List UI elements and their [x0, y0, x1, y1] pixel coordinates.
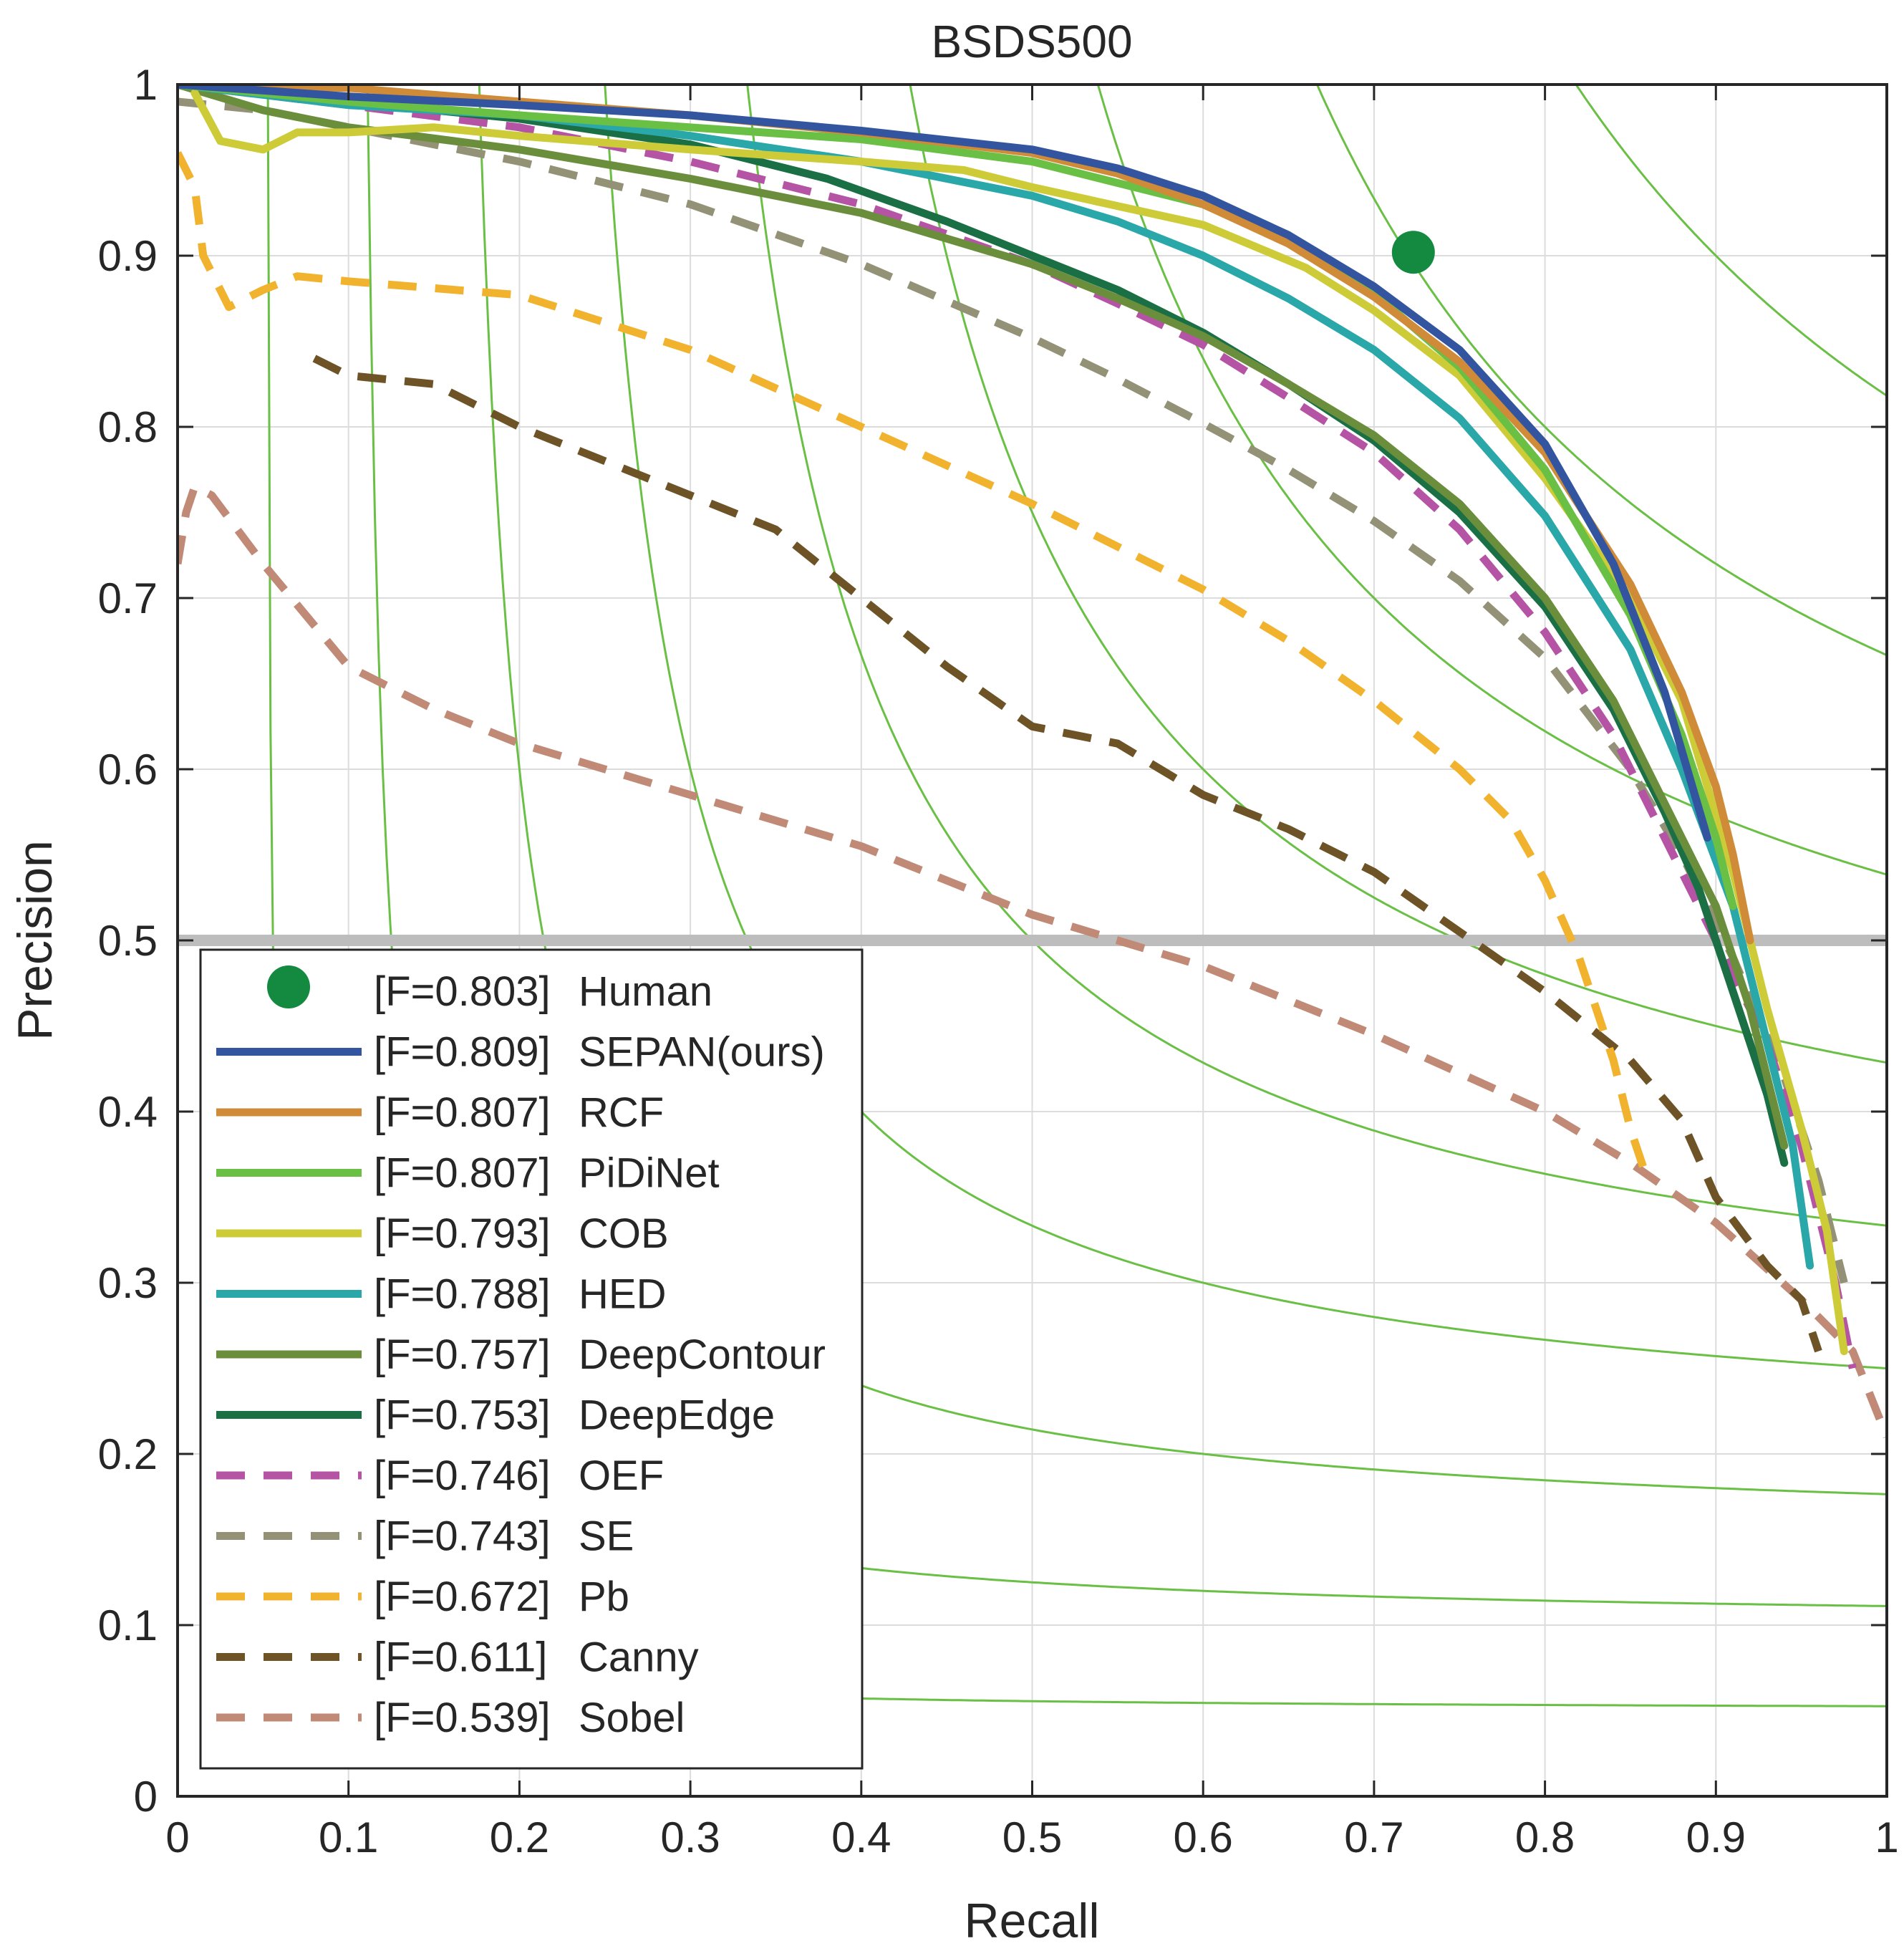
x-tick-label: 0.9 [1686, 1813, 1746, 1861]
legend-score: [F=0.803] [374, 968, 551, 1015]
series-hed [178, 85, 1814, 1270]
x-tick-label: 0.3 [660, 1813, 720, 1861]
legend-name: DeepContour [579, 1331, 826, 1378]
series-layer [178, 85, 1887, 1439]
x-tick-label: 1 [1875, 1813, 1898, 1861]
x-tick-label: 0.8 [1515, 1813, 1575, 1861]
legend-box [199, 948, 864, 1770]
y-tick-label: 0.4 [98, 1088, 158, 1136]
legend-name: SE [579, 1513, 634, 1560]
legend-name: PiDiNet [579, 1150, 720, 1197]
x-tick-label: 0 [165, 1813, 189, 1861]
chart-title: BSDS500 [931, 16, 1132, 67]
series-pb [178, 151, 1652, 1182]
legend-score: [F=0.788] [374, 1271, 551, 1318]
y-tick-label: 0.9 [98, 232, 158, 280]
legend-score: [F=0.611] [374, 1634, 547, 1681]
x-tick-label: 0.6 [1173, 1813, 1232, 1861]
x-tick-label: 0.5 [1002, 1813, 1062, 1861]
x-tick-label: 0.7 [1344, 1813, 1403, 1861]
iso-f-curve-0.8 [1315, 85, 1887, 657]
legend-score: [F=0.807] [374, 1089, 551, 1136]
legend-name: COB [579, 1210, 669, 1257]
legend-score: [F=0.753] [374, 1392, 551, 1439]
series-deepcontour [178, 85, 1789, 1150]
iso-f-curve-0.4 [604, 85, 1887, 1369]
y-tick-label: 0.2 [98, 1430, 158, 1478]
y-tick-label: 1 [134, 61, 158, 109]
x-tick-label: 0.1 [319, 1813, 378, 1861]
legend-score: [F=0.746] [374, 1452, 551, 1499]
legend-name: Pb [579, 1574, 629, 1620]
y-tick-label: 0.5 [98, 917, 158, 965]
y-tick-label: 0 [134, 1773, 158, 1821]
iso-f-curve-0.6 [909, 85, 1887, 1064]
legend-score: [F=0.672] [374, 1574, 551, 1620]
y-tick-label: 0.7 [98, 574, 158, 622]
x-tick-label: 0.2 [490, 1813, 549, 1861]
y-tick-label: 0.6 [98, 746, 158, 794]
legend-name: Canny [579, 1634, 699, 1681]
legend-name: OEF [579, 1452, 664, 1499]
x-tick-label: 0.4 [831, 1813, 891, 1861]
legend: [F=0.803] Human [F=0.809] SEPAN(ours) [F=0.8… [199, 948, 864, 1770]
legend-name: Human [579, 968, 712, 1015]
legend-name: Sobel [579, 1695, 685, 1741]
legend-score: [F=0.793] [374, 1210, 551, 1257]
legend-marker-human [267, 965, 310, 1008]
axis-ticks: 0 0.1 0.2 0.3 0.4 0.5 0.6 0.7 0.8 0.9 1 0 0.1 0.2 0.3 0… [98, 61, 1899, 1861]
series-canny [312, 355, 1822, 1353]
y-axis-label: Precision [8, 840, 62, 1041]
series-sepan-ours- [178, 85, 1711, 842]
legend-name: RCF [579, 1089, 664, 1136]
series-sobel [178, 483, 1887, 1439]
legend-score: [F=0.809] [374, 1029, 551, 1076]
legend-name: SEPAN(ours) [579, 1029, 825, 1076]
y-tick-label: 0.8 [98, 403, 158, 451]
y-tick-label: 0.1 [98, 1601, 158, 1649]
iso-f-curve-0.9 [1575, 85, 1887, 397]
legend-score: [F=0.539] [374, 1695, 551, 1741]
human-point [1391, 231, 1435, 274]
legend-score: [F=0.757] [374, 1331, 551, 1378]
legend-name: DeepEdge [579, 1392, 775, 1439]
legend-score: [F=0.743] [374, 1513, 551, 1560]
legend-score: [F=0.807] [374, 1150, 551, 1197]
legend-name: HED [579, 1271, 666, 1318]
x-axis-label: Recall [965, 1894, 1100, 1948]
y-tick-label: 0.3 [98, 1259, 158, 1307]
